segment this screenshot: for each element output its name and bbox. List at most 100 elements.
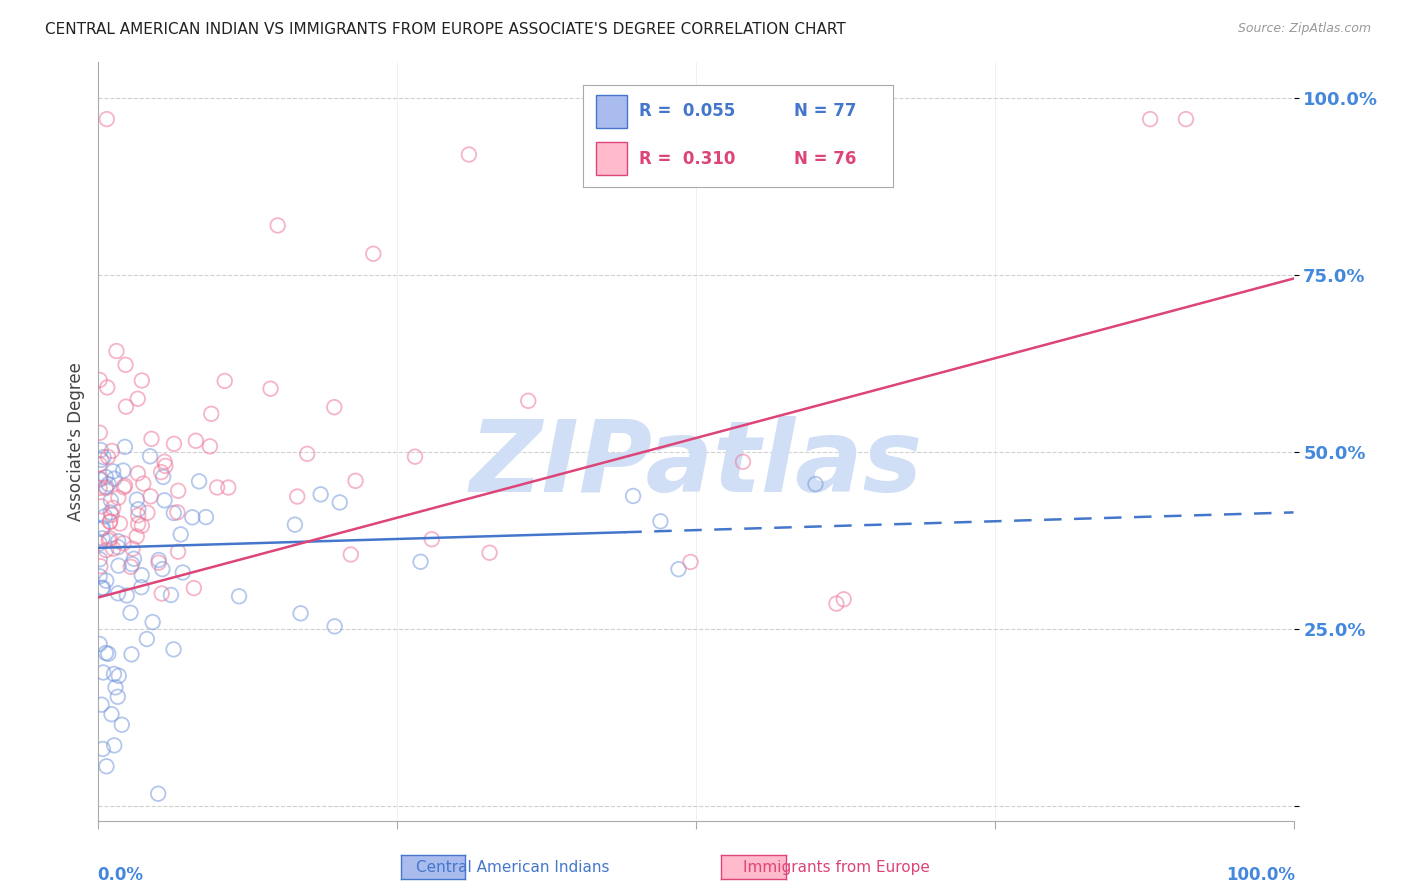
Point (1139, 112, 1161, 127)
Point (152, 470, 174, 484)
Point (125, 492, 148, 507)
Point (804, 477, 827, 491)
Point (121, 648, 143, 662)
Point (458, 147, 481, 161)
Point (127, 467, 149, 481)
Point (89, 552, 111, 566)
Point (112, 464, 135, 478)
Point (131, 580, 153, 594)
Point (1175, 112, 1198, 127)
Point (108, 516, 131, 531)
Point (107, 491, 129, 505)
Text: Immigrants from Europe: Immigrants from Europe (744, 860, 929, 874)
Point (323, 619, 346, 633)
Point (94, 646, 117, 660)
Point (112, 480, 135, 494)
Point (125, 529, 148, 543)
Point (103, 500, 125, 515)
Point (107, 690, 129, 704)
Point (127, 502, 149, 516)
Point (115, 589, 138, 603)
Point (98, 515, 121, 529)
Point (94, 470, 117, 484)
Point (184, 434, 207, 448)
Point (94, 481, 117, 495)
Text: 100.0%: 100.0% (1226, 866, 1295, 884)
Point (309, 487, 332, 501)
Point (131, 374, 153, 388)
Point (136, 506, 159, 520)
Point (114, 479, 136, 493)
Point (172, 566, 194, 580)
Point (228, 589, 250, 603)
Point (200, 407, 222, 421)
Point (198, 439, 221, 453)
Point (621, 489, 644, 503)
Point (323, 400, 346, 414)
Point (103, 667, 125, 681)
Point (91, 665, 114, 680)
Point (148, 556, 170, 570)
Point (101, 464, 124, 478)
Point (284, 517, 307, 532)
Point (89, 559, 111, 574)
Point (163, 506, 186, 520)
Point (105, 344, 128, 359)
Point (132, 476, 155, 491)
Point (131, 518, 153, 533)
Point (96, 112, 118, 127)
Point (89, 473, 111, 487)
Point (214, 374, 236, 388)
Point (114, 358, 136, 372)
Point (111, 717, 134, 731)
Point (205, 480, 228, 494)
Point (101, 541, 124, 556)
Point (285, 490, 308, 504)
Point (127, 508, 149, 523)
Point (89, 373, 111, 387)
Point (344, 474, 367, 488)
Point (420, 533, 443, 547)
Point (122, 551, 145, 566)
Point (120, 559, 142, 574)
Point (339, 548, 361, 562)
Point (97, 647, 120, 661)
FancyBboxPatch shape (596, 95, 627, 128)
Point (89, 425, 111, 440)
Point (91, 742, 114, 756)
Point (141, 432, 163, 446)
Point (155, 458, 177, 473)
Point (97, 477, 120, 491)
Text: CENTRAL AMERICAN INDIAN VS IMMIGRANTS FROM EUROPE ASSOCIATE'S DEGREE CORRELATION: CENTRAL AMERICAN INDIAN VS IMMIGRANTS FR… (45, 22, 846, 37)
Point (183, 581, 205, 595)
Point (259, 382, 281, 396)
Point (97, 450, 120, 464)
Text: Central American Indians: Central American Indians (416, 860, 610, 874)
Point (153, 455, 176, 469)
Point (89, 637, 111, 651)
Point (93, 450, 115, 465)
Point (297, 447, 319, 461)
Point (139, 489, 162, 503)
Point (142, 615, 165, 629)
Point (668, 562, 690, 576)
Point (94, 509, 117, 524)
Point (100, 493, 122, 508)
Point (160, 588, 183, 602)
Point (96, 759, 118, 773)
Point (89, 536, 111, 550)
Point (363, 246, 385, 260)
FancyBboxPatch shape (596, 142, 627, 175)
Point (107, 558, 129, 573)
Point (650, 514, 672, 528)
Point (101, 444, 124, 458)
Point (96, 480, 118, 494)
Point (162, 642, 184, 657)
Point (127, 516, 149, 531)
Point (91, 521, 114, 535)
Point (100, 707, 122, 722)
Point (150, 465, 173, 479)
Point (153, 493, 176, 508)
Text: ZIPatlas: ZIPatlas (470, 416, 922, 513)
Point (97, 533, 120, 548)
